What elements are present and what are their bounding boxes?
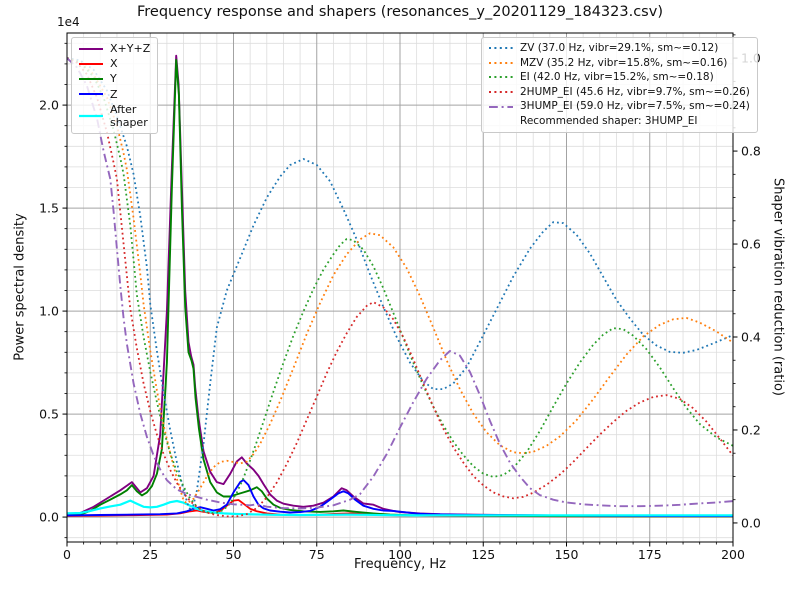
left-y-tick-label: 1.5 (39, 201, 59, 216)
legend-item-after_shaper: After shaper (78, 103, 150, 129)
legend-label: Recommended shaper: 3HUMP_EI (520, 114, 698, 127)
left-y-tick-label: 0.5 (39, 407, 59, 422)
left-y-tick-label: 0.0 (39, 510, 59, 525)
right-y-tick-label: 0.8 (741, 144, 761, 159)
legend-label: ZV (37.0 Hz, vibr=29.1%, sm~=0.12) (520, 42, 719, 54)
legend-line-swatch-z (79, 93, 103, 96)
legend-label: X (110, 57, 118, 71)
legend-item-y: Y (78, 72, 150, 85)
series-group (67, 54, 733, 518)
legend-shapers: ZV (37.0 Hz, vibr=29.1%, sm~=0.12) MZV (3… (481, 37, 758, 133)
x-tick-label: 0 (63, 547, 71, 562)
legend-item-hump2: 2HUMP_EI (45.6 Hz, vibr=9.7%, sm~=0.26) (488, 86, 750, 99)
legend-label: MZV (35.2 Hz, vibr=15.8%, sm~=0.16) (520, 56, 728, 69)
x-tick-label: 175 (638, 547, 662, 562)
x-tick-label: 150 (555, 547, 579, 562)
left-y-tick-label: 1.0 (39, 304, 59, 319)
legend-line-swatch-x (79, 62, 103, 65)
left-y-tick-label: 2.0 (39, 98, 59, 113)
legend-item-sum: X+Y+Z (78, 42, 150, 55)
legend-label: 3HUMP_EI (59.0 Hz, vibr=7.5%, sm~=0.24) (520, 100, 750, 113)
axes-frame: 0 25 50 75 100 125 150 175 200 0.0 0.5 1.0 1.5 2.0 0.0… (39, 32, 761, 562)
legend-line-swatch-zv (489, 47, 513, 50)
left-y-axis-label: Power spectral density (12, 213, 28, 361)
legend-label: X+Y+Z (110, 42, 151, 55)
x-tick-label: 50 (226, 547, 242, 562)
legend-line-swatch-mzv (489, 61, 513, 64)
x-tick-label: 25 (142, 547, 158, 562)
series-hump2 (67, 57, 733, 518)
legend-line-swatch-sum (79, 47, 103, 50)
legend-label: 2HUMP_EI (45.6 Hz, vibr=9.7%, sm~=0.26) (520, 85, 750, 98)
legend-label: Y (110, 72, 117, 86)
series-ei (67, 57, 733, 515)
legend-line-swatch-hump3 (489, 105, 513, 108)
series-hump3 (67, 57, 733, 510)
legend-line-swatch-after_shaper (79, 114, 103, 118)
legend-item-mzv: MZV (35.2 Hz, vibr=15.8%, sm~=0.16) (488, 57, 750, 70)
right-y-tick-label: 0.4 (741, 330, 761, 345)
right-y-axis-label: Shaper vibration reduction (ratio) (770, 178, 786, 396)
legend-item-x: X (78, 57, 150, 70)
legend-psd: X+Y+Z X Y Z After shaper (71, 37, 159, 135)
legend-recommended-shaper-note: Recommended shaper: 3HUMP_EI (488, 115, 750, 128)
legend-item-hump3: 3HUMP_EI (59.0 Hz, vibr=7.5%, sm~=0.24) (488, 100, 750, 113)
right-y-tick-label: 0.6 (741, 237, 761, 252)
right-y-tick-label: 0.2 (741, 422, 761, 437)
x-axis-label: Frequency, Hz (353, 557, 447, 572)
x-tick-label: 200 (721, 547, 745, 562)
legend-label: EI (42.0 Hz, vibr=15.2%, sm~=0.18) (520, 71, 714, 84)
legend-line-swatch-y (79, 77, 103, 80)
x-tick-label: 100 (388, 547, 412, 562)
legend-item-ei: EI (42.0 Hz, vibr=15.2%, sm~=0.18) (488, 71, 750, 84)
x-tick-label: 75 (309, 547, 325, 562)
y-axis-offset-label: 1e4 (57, 15, 80, 29)
legend-item-z: Z (78, 88, 150, 101)
legend-label: After shaper (110, 102, 148, 129)
legend-item-zv: ZV (37.0 Hz, vibr=29.1%, sm~=0.12) (488, 42, 750, 55)
x-tick-label: 125 (471, 547, 495, 562)
right-y-tick-label: 0.0 (741, 515, 761, 530)
chart-title: Frequency response and shapers (resonanc… (137, 4, 663, 20)
legend-line-swatch-hump2 (489, 91, 513, 94)
series-z (67, 479, 733, 517)
legend-swatch-spacer (488, 116, 514, 126)
legend-label: Z (110, 87, 118, 101)
series-y (67, 58, 733, 518)
legend-line-swatch-ei (489, 76, 513, 79)
